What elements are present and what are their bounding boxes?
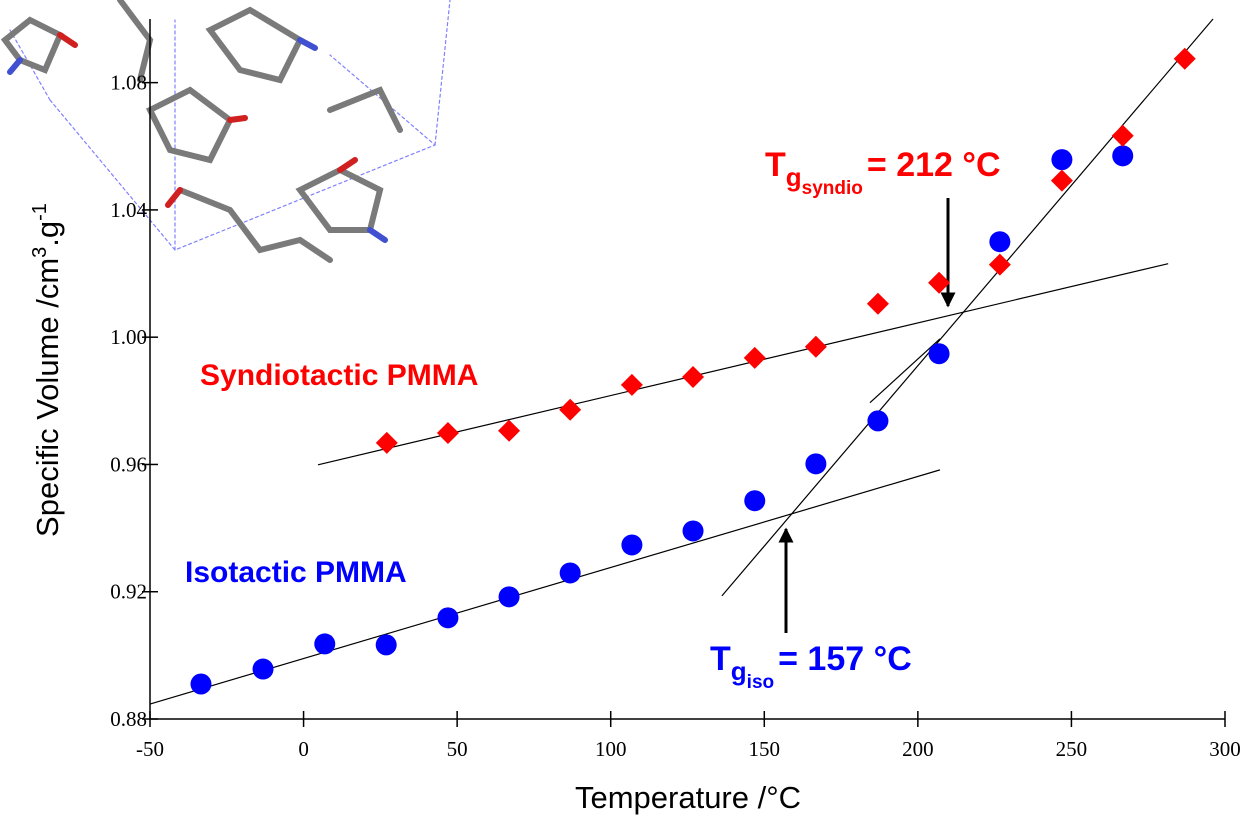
series-label: Isotactic PMMA [185,556,407,589]
diamond-point [1112,125,1134,147]
ann-rest: = 157 °C [778,640,912,678]
diamond-point [744,347,766,369]
circle-point [744,490,765,511]
circle-point [989,231,1010,252]
y-tick-label: 0.96 [110,452,147,476]
diamond-point [1174,48,1196,70]
y-title-sup: -1 [29,203,51,221]
diamond-point [682,366,704,388]
y-title-main: Specific Volume /cm [30,258,65,537]
diamond-point [989,254,1011,276]
y-tick-label: 0.92 [110,580,147,604]
x-tick-label: 100 [595,737,627,761]
ann-subsub: syndio [802,178,863,199]
circle-point [560,562,581,583]
circle-point [1051,149,1072,170]
ann-subsub: iso [747,672,774,693]
y-tick-label: 0.88 [110,707,147,731]
diamond-point [498,420,520,442]
circle-point [1112,145,1133,166]
y-title-sup: 3 [29,247,51,258]
y-axis-title: Specific Volume /cm3.g-1 [29,203,65,537]
x-tick-label: -50 [136,737,164,761]
x-tick-label: 150 [749,737,781,761]
circle-point [805,453,826,474]
x-tick-label: 300 [1209,737,1241,761]
ann-sub: g [786,162,802,192]
circle-point [314,633,335,654]
ann-rest: = 212 °C [867,146,1001,184]
x-tick-label: 200 [902,737,934,761]
fit-line [722,19,1213,596]
circle-point [437,607,458,628]
circle-point [683,520,704,541]
diamond-point [805,336,827,358]
y-tick-label: 1.08 [110,71,147,95]
circle-point [376,634,397,655]
circle-point [190,674,211,695]
x-axis-title: Temperature /°C [575,780,801,815]
tg-annotation: Tgsyndio= 212 °C [765,146,1001,199]
tg-annotation: Tgiso= 157 °C [710,640,912,693]
y-tick-label: 1.00 [110,325,147,349]
circle-point [929,343,950,364]
fit-line [870,339,940,403]
y-title-mid: .g [30,221,65,247]
diamond-point [559,399,581,421]
x-tick-label: 50 [447,737,468,761]
x-tick-label: 250 [1056,737,1088,761]
diamond-point [867,293,889,315]
circle-point [867,410,888,431]
x-tick-label: 0 [298,737,309,761]
circle-point [499,586,520,607]
circle-point [253,659,274,680]
ann-sub: g [731,656,747,686]
diamond-point [437,422,459,444]
ann-t: T [710,640,731,678]
circle-point [621,534,642,555]
series-label: Syndiotactic PMMA [200,359,478,392]
chart: Temperature /°C Specific Volume /cm3.g-1… [0,0,1246,819]
ann-t: T [765,146,786,184]
y-tick-label: 1.04 [110,198,147,222]
molecule-image [5,0,450,260]
